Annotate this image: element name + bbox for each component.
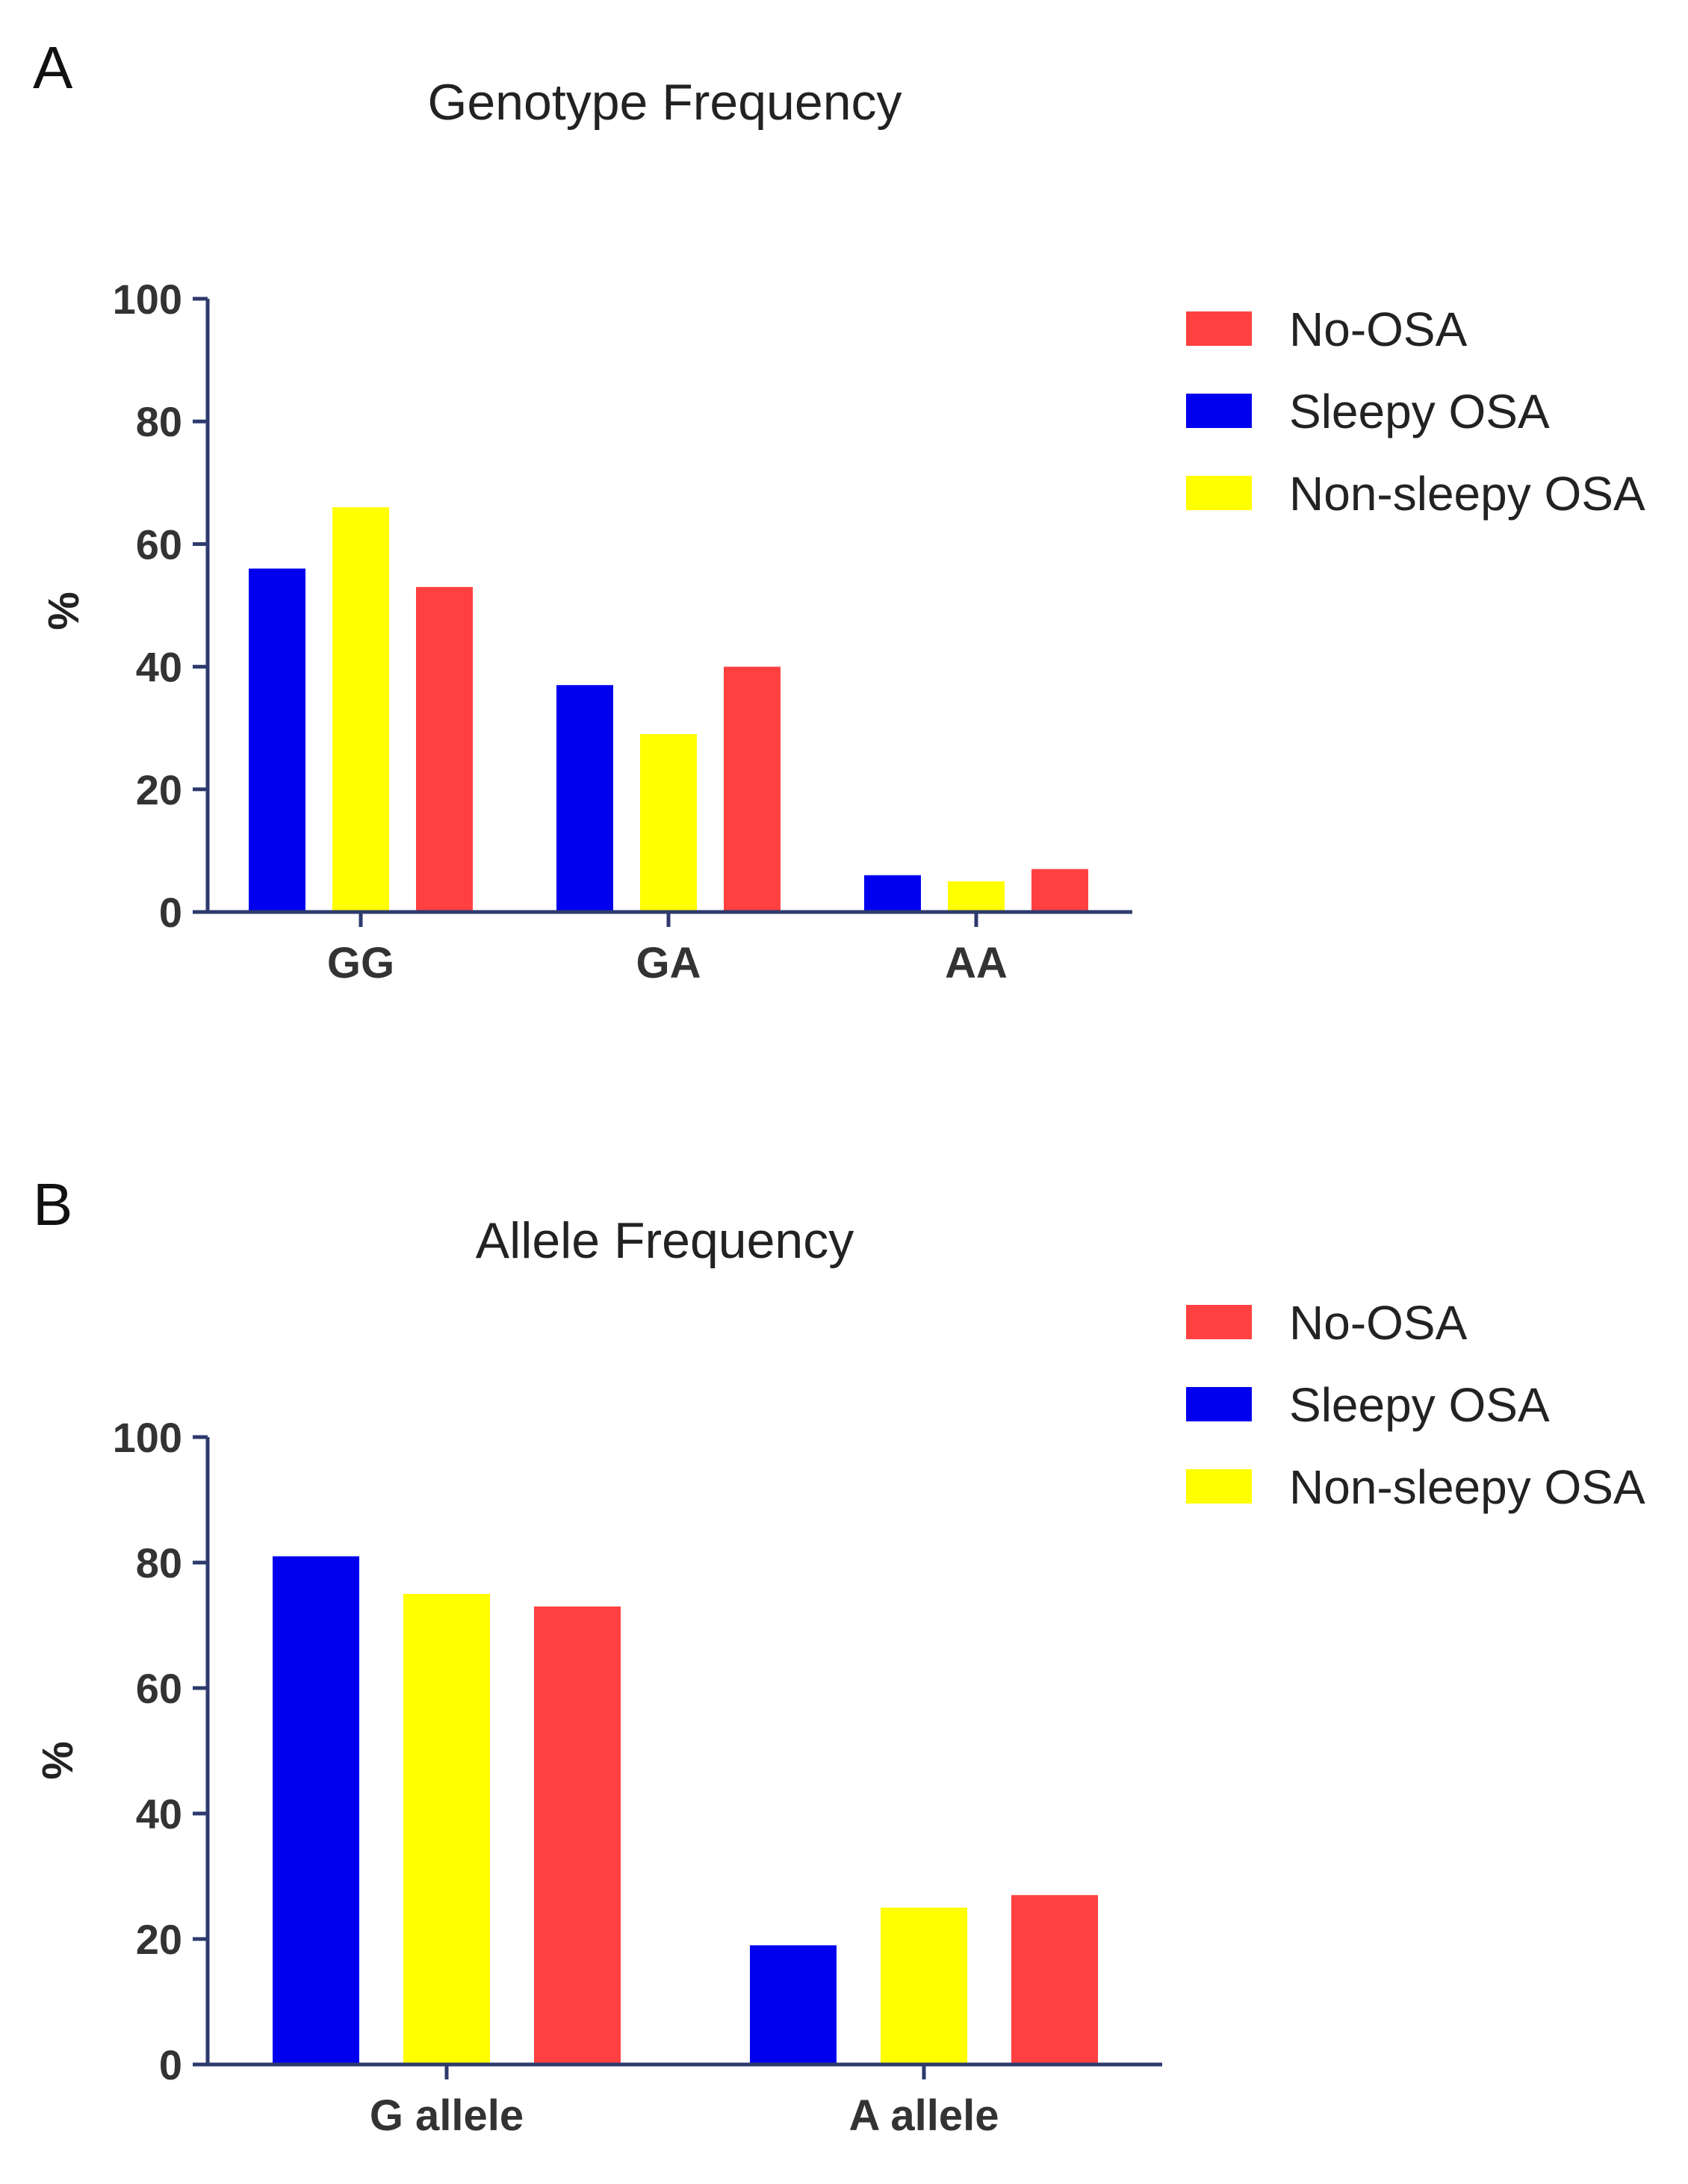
panel-b-y-tick-label: 40 (136, 1790, 182, 1837)
panel-a-bar-ga-sleepy-osa (556, 685, 613, 912)
panel-b-letter: B (33, 1171, 72, 1238)
panel-b-legend-label-no-osa: No-OSA (1289, 1296, 1468, 1350)
panel-a-bar-aa-non-sleepy-osa (948, 881, 1005, 912)
panel-a-y-tick-label: 40 (136, 644, 182, 691)
panel-a-bar-gg-non-sleepy-osa (332, 507, 389, 912)
panel-b-x-tick-label: G allele (370, 2091, 524, 2140)
panel-a-legend-swatch-non-sleepy-osa (1186, 476, 1252, 510)
panel-b-bar-a-allele-non-sleepy-osa (881, 1908, 967, 2064)
panel-a-y-tick-label: 100 (113, 276, 182, 323)
panel-a-x-tick-label: GG (327, 939, 394, 987)
panel-b-bar-g-allele-non-sleepy-osa (403, 1594, 490, 2064)
panel-b-y-tick-label: 80 (136, 1539, 182, 1586)
panel-a-y-tick-label: 60 (136, 521, 182, 568)
panel-a-legend: No-OSA Sleepy OSA Non-sleepy OSA (1186, 303, 1645, 521)
panel-b-title: Allele Frequency (476, 1212, 854, 1269)
panel-b-y-tick-label: 60 (136, 1665, 182, 1712)
panel-b-legend-swatch-sleepy-osa (1186, 1387, 1252, 1421)
panel-b: B Allele Frequency % 0 20 40 60 80 100 G allel… (33, 1171, 1645, 2140)
panel-a-y-axis-label: % (40, 592, 88, 630)
panel-b-bar-a-allele-sleepy-osa (750, 1945, 837, 2064)
panel-b-legend: No-OSA Sleepy OSA Non-sleepy OSA (1186, 1296, 1645, 1514)
panel-b-legend-swatch-non-sleepy-osa (1186, 1469, 1252, 1504)
panel-b-y-tick-label: 20 (136, 1916, 182, 1963)
panel-b-bar-g-allele-no-osa (534, 1606, 621, 2064)
panel-b-legend-swatch-no-osa (1186, 1305, 1252, 1339)
panel-a-legend-swatch-sleepy-osa (1186, 394, 1252, 428)
panel-a-y-tick-label: 0 (159, 889, 182, 936)
panel-b-y-tick-label: 0 (159, 2041, 182, 2088)
panel-b-x-tick-label: A allele (849, 2091, 999, 2140)
panel-a-letter: A (33, 34, 73, 101)
panel-b-bar-a-allele-no-osa (1011, 1895, 1098, 2064)
panel-a-bar-gg-sleepy-osa (249, 568, 305, 912)
panel-a-bar-gg-no-osa (416, 586, 473, 912)
panel-a-bar-aa-sleepy-osa (864, 875, 921, 912)
panel-b-plot: 0 20 40 60 80 100 G allele A allele (113, 1414, 1162, 2140)
panel-a-y-tick-label: 20 (136, 766, 182, 813)
panel-a-legend-label-sleepy-osa: Sleepy OSA (1289, 385, 1550, 438)
panel-a: A Genotype Frequency % 0 20 40 60 80 100 GG GA A… (33, 34, 1645, 987)
panel-b-bar-g-allele-sleepy-osa (273, 1556, 359, 2064)
panel-a-bar-ga-non-sleepy-osa (640, 733, 697, 912)
panel-a-title: Genotype Frequency (427, 74, 902, 131)
panel-a-bar-ga-no-osa (724, 666, 781, 912)
panel-b-y-axis-label: % (34, 1741, 82, 1780)
panel-a-x-tick-label: AA (945, 939, 1008, 987)
panel-a-legend-label-no-osa: No-OSA (1289, 303, 1468, 356)
panel-a-bar-aa-no-osa (1031, 869, 1088, 912)
panel-b-y-tick-label: 100 (113, 1414, 182, 1461)
panel-b-legend-label-non-sleepy-osa: Non-sleepy OSA (1289, 1460, 1645, 1514)
panel-a-plot: 0 20 40 60 80 100 GG GA AA (113, 276, 1132, 987)
panel-a-y-tick-label: 80 (136, 398, 182, 445)
panel-b-legend-label-sleepy-osa: Sleepy OSA (1289, 1378, 1550, 1432)
panel-a-legend-label-non-sleepy-osa: Non-sleepy OSA (1289, 467, 1645, 521)
panel-a-x-tick-label: GA (636, 939, 701, 987)
panel-a-legend-swatch-no-osa (1186, 311, 1252, 346)
